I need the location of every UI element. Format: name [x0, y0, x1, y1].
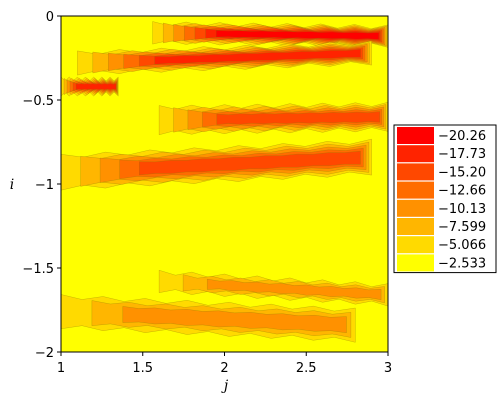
legend-label: −17.73 — [438, 147, 486, 162]
legend-swatch — [397, 163, 434, 181]
legend-label: −7.599 — [438, 220, 486, 235]
x-tick-label: 3 — [384, 361, 392, 376]
x-axis-ticks: 1 1.5 2 2.5 3 — [57, 352, 392, 376]
legend-label: −12.66 — [438, 184, 486, 199]
y-tick-label: −0.5 — [22, 94, 54, 109]
contour-level-region — [215, 29, 380, 40]
contour-level-region — [75, 83, 117, 90]
legend-label: −5.066 — [438, 238, 486, 253]
contour-band — [61, 76, 119, 97]
x-tick-label: 1.5 — [132, 361, 153, 376]
contour-level-region — [154, 49, 361, 65]
contour-band — [77, 40, 372, 76]
y-tick-label: −2 — [35, 346, 54, 361]
contour-level-region — [206, 278, 382, 300]
legend-swatch — [397, 199, 434, 217]
contour-bands — [61, 21, 388, 343]
legend-label: −20.26 — [438, 129, 486, 144]
contour-band — [61, 294, 356, 343]
legend-label: −2.533 — [438, 256, 486, 271]
y-tick-label: −1 — [35, 178, 54, 193]
contour-band — [152, 21, 388, 48]
x-tick-label: 2.5 — [296, 361, 317, 376]
contour-band — [158, 269, 388, 307]
y-tick-label: 0 — [46, 10, 54, 25]
contour-level-region — [216, 111, 380, 125]
y-tick-label: −1.5 — [22, 262, 54, 277]
legend-swatch — [397, 218, 434, 235]
y-axis-label: i — [10, 177, 14, 193]
x-tick-label: 1 — [57, 361, 65, 376]
contour-band — [61, 138, 372, 191]
contour-band — [158, 101, 388, 136]
legend-label: −10.13 — [438, 202, 486, 217]
y-axis-ticks: 0 −0.5 −1 −1.5 −2 — [22, 10, 61, 361]
legend-swatch — [397, 127, 434, 144]
legend-swatch — [397, 254, 434, 272]
x-axis-label: j — [221, 378, 229, 394]
contour-level-region — [139, 150, 361, 176]
legend: −20.26 −17.73 −15.20 −12.66 −10.13 −7.599 −5.0… — [393, 124, 497, 274]
legend-swatch — [397, 236, 434, 254]
contour-level-region — [122, 306, 347, 334]
legend-label: −15.20 — [438, 165, 486, 180]
legend-swatch — [397, 181, 434, 199]
legend-swatch — [397, 145, 434, 163]
x-tick-label: 2 — [220, 361, 228, 376]
